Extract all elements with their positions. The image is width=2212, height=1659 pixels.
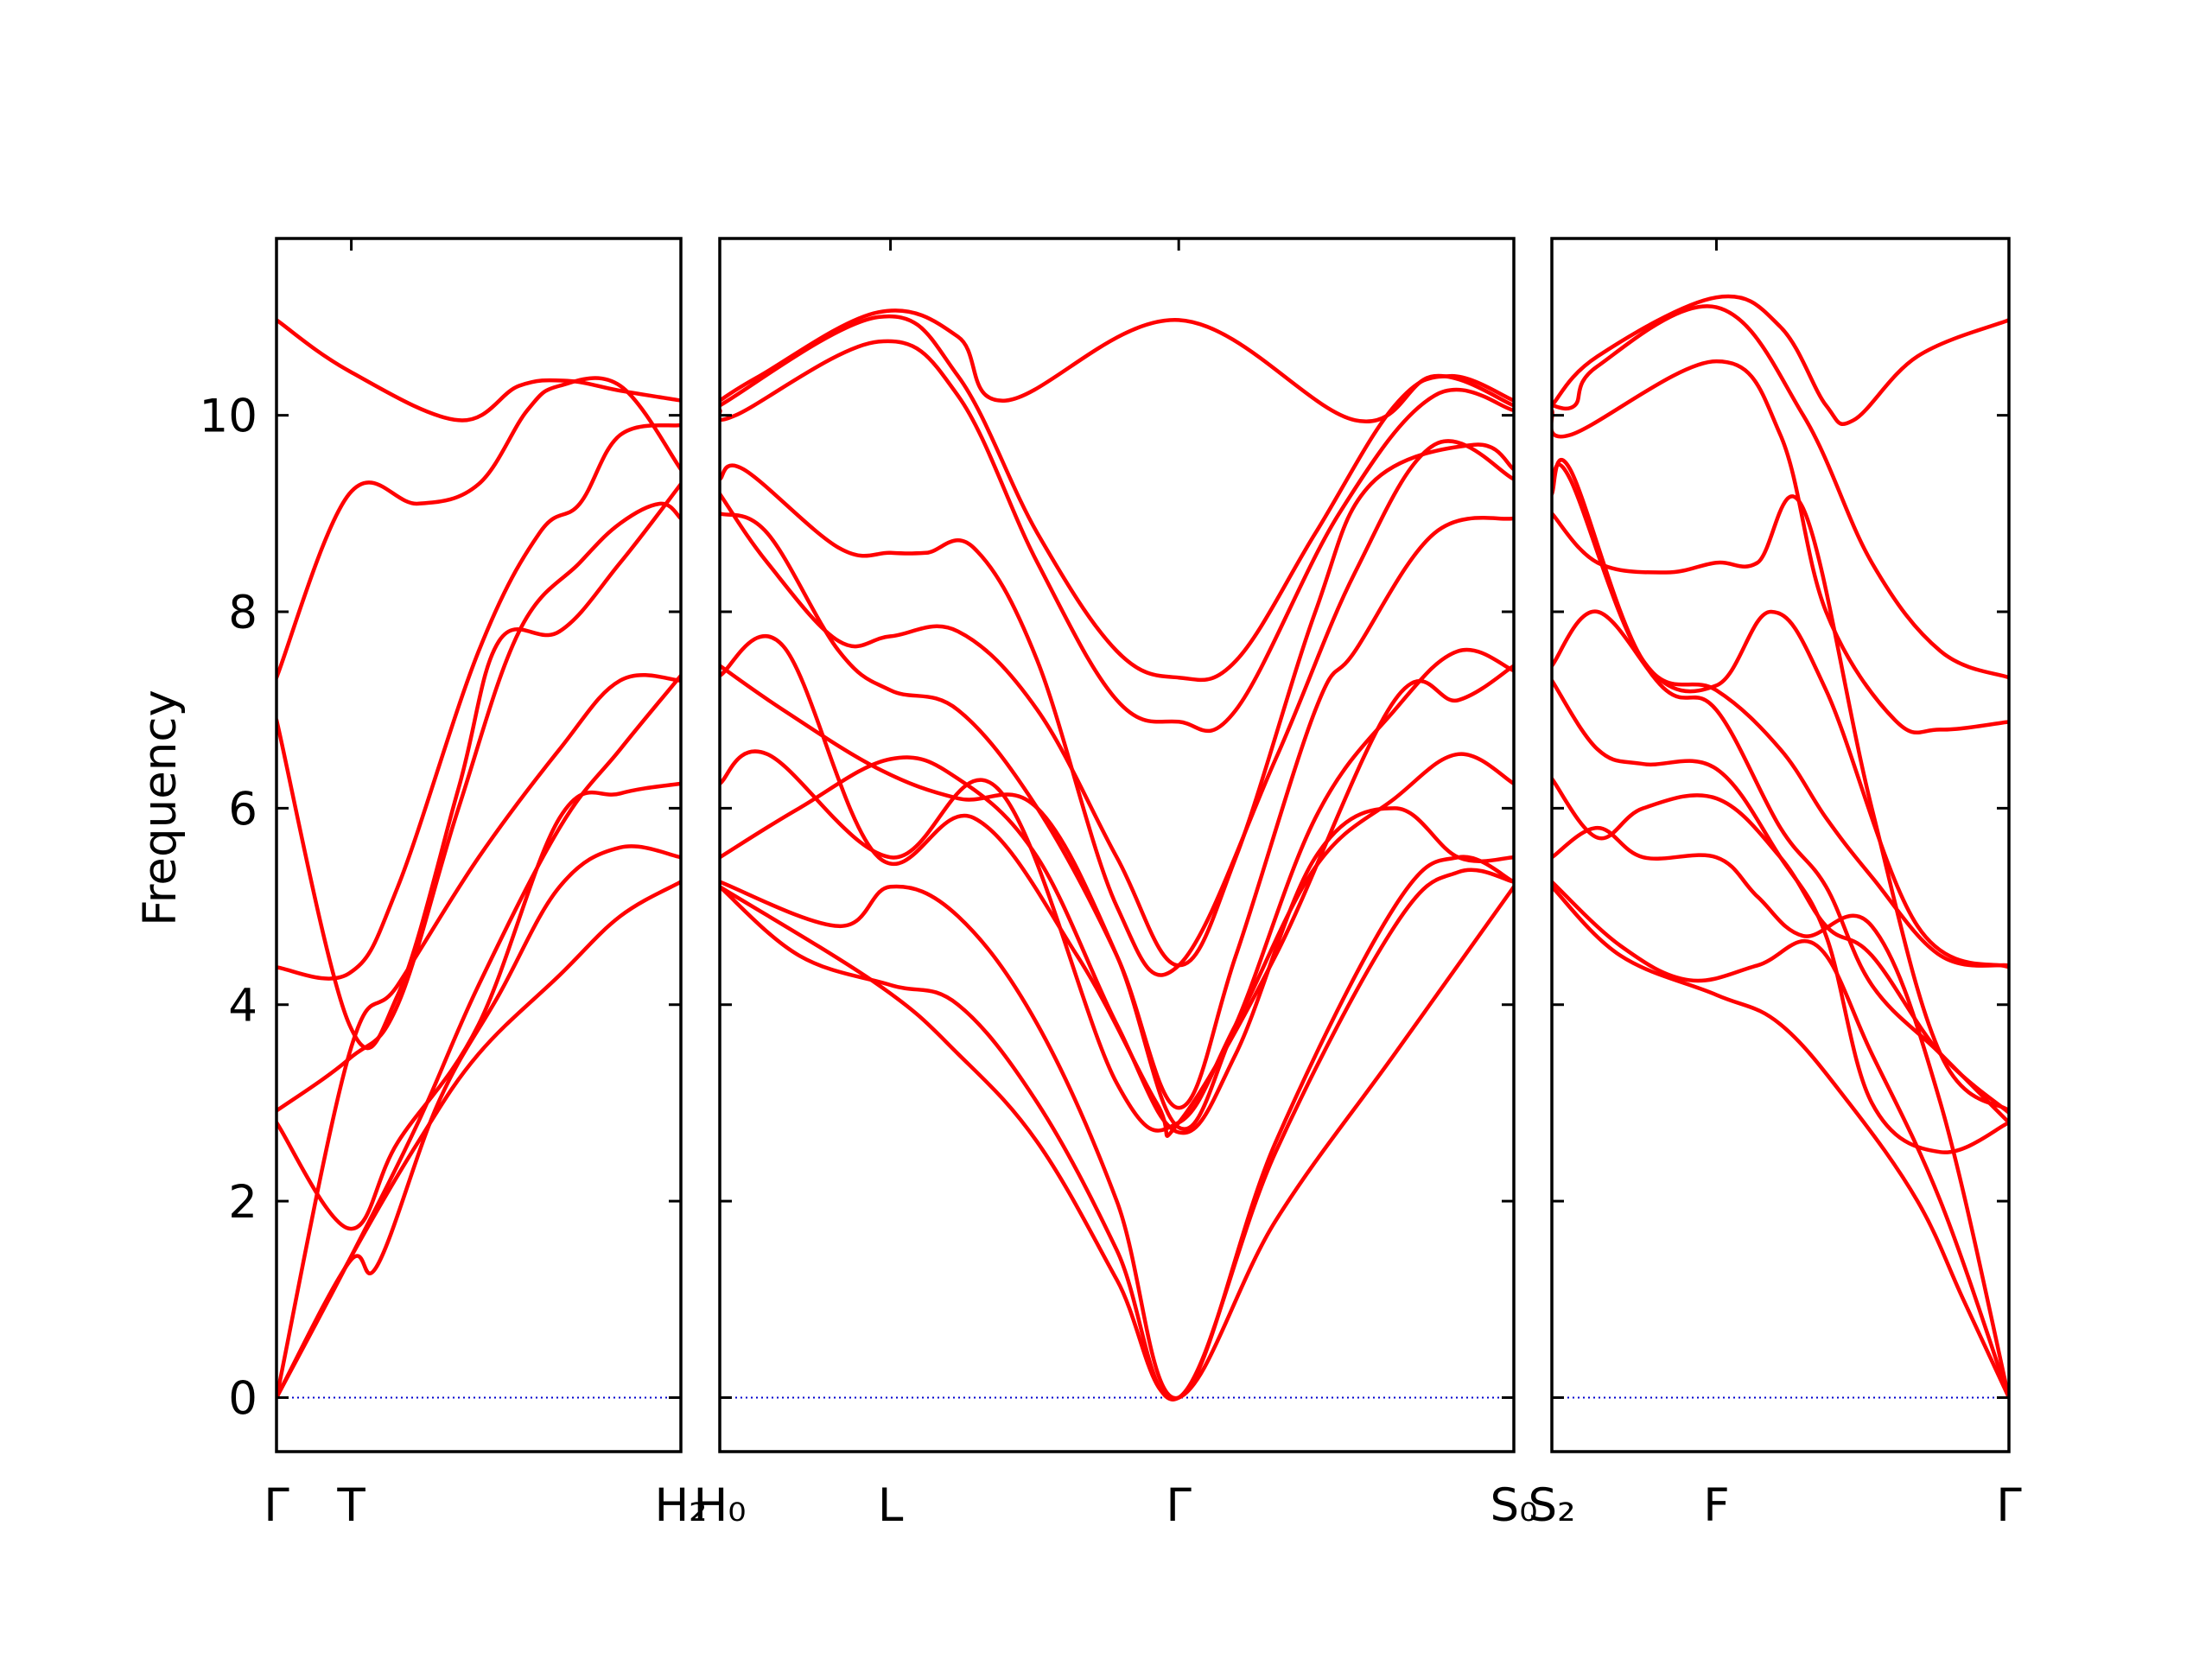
band-line-11	[720, 855, 1514, 1401]
band-line-12	[720, 868, 1514, 1402]
y-tick-label: 6	[228, 783, 257, 836]
band-line-11	[1552, 880, 2009, 1400]
panel-1: Γ T H₂	[264, 237, 708, 1532]
band-line-10	[276, 880, 681, 1400]
band-line-6	[276, 672, 681, 1400]
band-line-13	[720, 885, 1514, 1401]
band-line-6	[1552, 494, 2009, 1113]
band-line-7	[1552, 609, 2009, 1125]
band-series-group	[720, 308, 1514, 1402]
y-tick-label: 8	[228, 587, 257, 639]
band-line-5	[276, 501, 681, 1113]
band-line-3	[276, 481, 681, 1051]
band-line-1	[1552, 294, 2009, 426]
x-tick-label: L	[878, 1479, 904, 1532]
band-series-group	[1552, 294, 2009, 1400]
band-line-10	[720, 755, 1514, 1135]
panel-frame	[1550, 237, 2011, 1453]
panel-frame	[275, 237, 683, 1453]
x-tick-label: H₀	[693, 1479, 746, 1532]
band-line-9	[276, 844, 681, 1400]
band-line-1	[720, 308, 1514, 424]
band-line-12	[1552, 885, 2009, 1400]
x-tick-label: Γ	[1166, 1479, 1192, 1532]
y-tick-label: 4	[228, 980, 257, 1033]
x-tick-label: Γ	[264, 1479, 289, 1532]
band-line-7	[276, 673, 681, 1400]
band-line-4	[1552, 462, 2009, 969]
band-line-3	[1552, 359, 2009, 735]
y-tick-label: 10	[200, 391, 257, 443]
x-tick-label: S₀	[1491, 1479, 1538, 1532]
panel-2: H₀ L Γ S₀	[693, 237, 1538, 1532]
band-series-group	[276, 318, 681, 1400]
band-line-9	[1552, 777, 2009, 1116]
band-line-3	[720, 339, 1514, 734]
y-tick-label: 2	[228, 1176, 257, 1229]
band-line-4	[276, 423, 681, 981]
x-tick-label: H₂	[654, 1479, 707, 1532]
band-line-9	[720, 749, 1514, 1133]
band-line-5	[1552, 458, 2009, 968]
panel-3: S₂ F Γ	[1529, 237, 2022, 1532]
x-tick-label: S₂	[1529, 1479, 1576, 1532]
band-line-10	[1552, 825, 2009, 1400]
x-tick-label: T	[336, 1479, 365, 1532]
x-tick-label: F	[1703, 1479, 1730, 1532]
y-tick-label: 0	[228, 1372, 257, 1425]
band-line-2	[276, 376, 681, 680]
band-line-7	[720, 647, 1514, 1131]
band-line-5	[720, 442, 1514, 968]
x-tick-label: Γ	[1996, 1479, 2022, 1532]
band-line-2	[1552, 304, 2009, 680]
band-line-8	[276, 781, 681, 1231]
panel-frame	[718, 237, 1516, 1453]
band-line-2	[720, 314, 1514, 683]
band-line-1	[276, 318, 681, 423]
band-line-6	[720, 512, 1514, 1110]
y-axis-label: Frequency	[134, 690, 187, 926]
band-line-4	[720, 439, 1514, 977]
